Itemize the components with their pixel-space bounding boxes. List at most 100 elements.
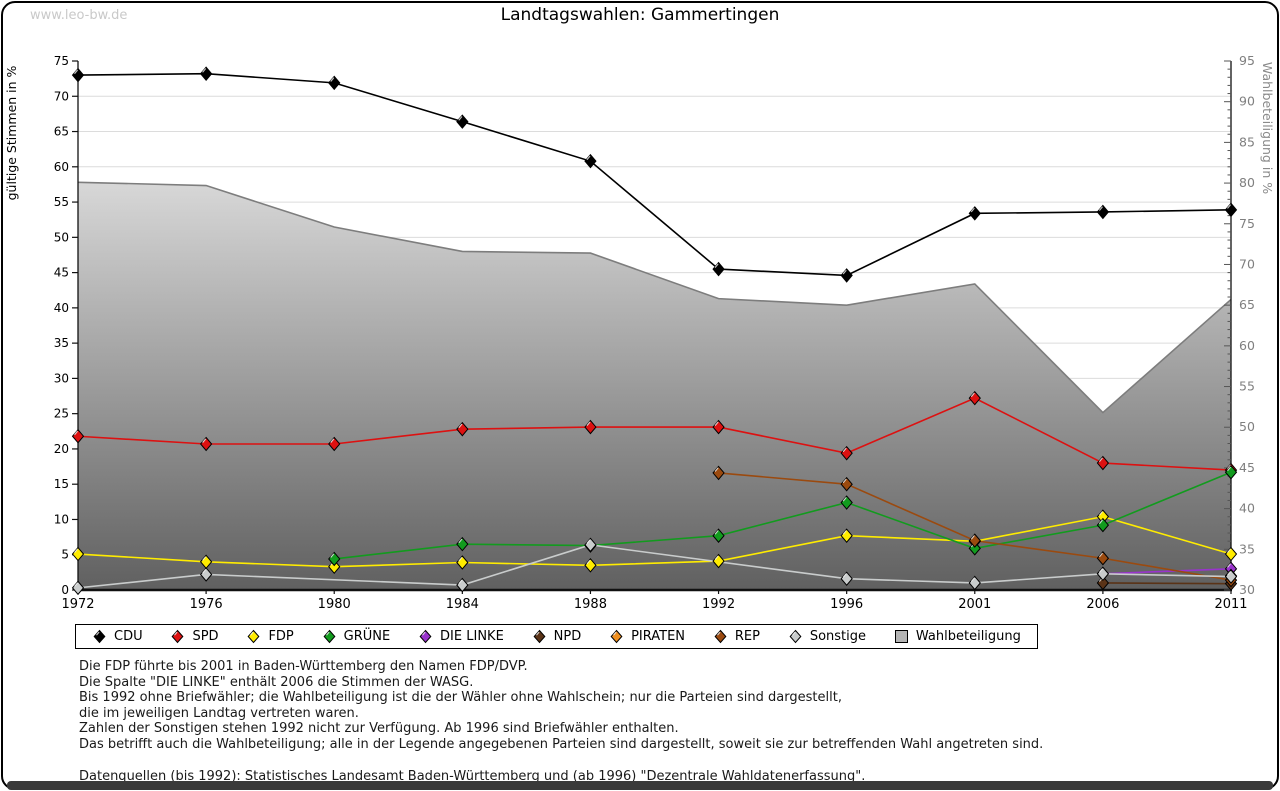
- svg-text:90: 90: [1239, 94, 1255, 109]
- chart-legend: CDU SPD FDP GRÜNE DIE LINKE NPD PIRATEN REP Sons…: [75, 624, 1038, 649]
- chart-title: Landtagswahlen: Gammertingen: [500, 5, 780, 25]
- line-gr-ne: [334, 471, 1232, 560]
- svg-text:10: 10: [54, 512, 69, 526]
- marker-cdu: [1224, 202, 1238, 218]
- die-linke-marker-icon: [419, 629, 432, 644]
- marker-cdu: [71, 67, 85, 83]
- marker-cdu: [1096, 204, 1110, 220]
- footnote-line: Bis 1992 ohne Briefwähler; die Wahlbetei…: [79, 690, 842, 706]
- svg-text:45: 45: [54, 266, 69, 280]
- svg-text:1996: 1996: [830, 597, 863, 612]
- right-axis-title: Wahlbeteiligung in %: [1260, 62, 1275, 194]
- footnote-line: Die Spalte "DIE LINKE" enthält 2006 die …: [79, 674, 474, 690]
- party-markers: [71, 66, 1238, 596]
- svg-text:40: 40: [54, 301, 69, 315]
- legend-label: NPD: [553, 629, 582, 644]
- election-line-chart: 0 5 10 15 20 25 30 35 40 45 50 55 60 65 70 75 30 35 40 45 50…: [4, 53, 1275, 612]
- svg-text:75: 75: [54, 54, 69, 68]
- svg-text:30: 30: [1239, 582, 1255, 597]
- line-die-linke: [1102, 568, 1232, 575]
- legend-item-rep: REP: [713, 629, 760, 644]
- legend-item-fdp: FDP: [246, 629, 294, 644]
- legend-item-spd: SPD: [170, 629, 219, 644]
- marker-cdu: [456, 114, 469, 129]
- marker-cdu: [328, 75, 341, 91]
- marker-cdu: [199, 66, 213, 81]
- footnote-line: die im jeweiligen Landtag vertreten ware…: [79, 705, 359, 721]
- sonstige-marker-icon: [789, 629, 802, 644]
- legend-label: GRÜNE: [343, 629, 391, 644]
- footnote-line: Die FDP führte bis 2001 in Baden-Württem…: [79, 659, 528, 674]
- svg-text:1984: 1984: [446, 597, 479, 612]
- legend-label: SPD: [192, 629, 219, 644]
- svg-text:60: 60: [1239, 338, 1255, 353]
- fdp-marker-icon: [247, 629, 260, 644]
- legend-item-die-linke: DIE LINKE: [418, 629, 504, 644]
- legend-label: PIRATEN: [631, 629, 686, 644]
- svg-text:2001: 2001: [958, 597, 991, 612]
- svg-text:25: 25: [54, 407, 69, 421]
- gr-ne-marker-icon: [323, 629, 336, 644]
- svg-text:65: 65: [1239, 297, 1255, 312]
- cdu-marker-icon: [93, 629, 106, 644]
- svg-text:1976: 1976: [190, 597, 223, 612]
- legend-item-npd: NPD: [532, 629, 582, 644]
- svg-text:35: 35: [1239, 541, 1255, 556]
- svg-text:1992: 1992: [702, 597, 735, 612]
- svg-text:45: 45: [1239, 460, 1255, 475]
- footnote-line: Das betrifft auch die Wahlbeteiligung; a…: [79, 736, 1044, 752]
- svg-text:2006: 2006: [1086, 597, 1119, 612]
- legend-item-wahlbeteiligung: Wahlbeteiligung: [894, 629, 1021, 644]
- svg-text:70: 70: [1239, 256, 1255, 271]
- line-npd: [1102, 582, 1232, 585]
- svg-text:55: 55: [1239, 379, 1255, 394]
- legend-item-sonstige: Sonstige: [788, 629, 866, 644]
- marker-cdu: [968, 206, 981, 221]
- legend-item-piraten: PIRATEN: [609, 629, 685, 644]
- spd-marker-icon: [172, 629, 184, 644]
- turnout-area-series: [77, 181, 1232, 591]
- npd-marker-icon: [533, 629, 546, 644]
- axes: 0 5 10 15 20 25 30 35 40 45 50 55 60 65 70 75 30 35 40 45 50…: [4, 53, 1275, 612]
- legend-label: REP: [734, 629, 760, 644]
- line-cdu: [77, 72, 1232, 277]
- svg-text:50: 50: [54, 230, 69, 244]
- svg-text:50: 50: [1239, 419, 1255, 434]
- footnotes-block: Die FDP führte bis 2001 in Baden-Württem…: [79, 659, 1043, 784]
- svg-text:5: 5: [61, 548, 69, 562]
- legend-label: DIE LINKE: [440, 629, 504, 644]
- legend-label: CDU: [114, 629, 143, 644]
- left-axis-title: gültige Stimmen in %: [4, 65, 19, 200]
- svg-text:95: 95: [1239, 53, 1255, 68]
- svg-text:80: 80: [1239, 175, 1255, 190]
- svg-text:1980: 1980: [318, 597, 351, 612]
- marker-cdu: [584, 153, 597, 169]
- svg-text:75: 75: [1239, 216, 1255, 231]
- svg-text:35: 35: [54, 336, 69, 350]
- legend-label: Sonstige: [809, 629, 867, 644]
- legend-item-cdu: CDU: [92, 629, 143, 644]
- footnote-line: Zahlen der Sonstigen stehen 1992 nicht z…: [79, 721, 679, 737]
- legend-label: Wahlbeteiligung: [915, 629, 1021, 644]
- svg-text:1988: 1988: [574, 597, 607, 612]
- svg-text:85: 85: [1239, 134, 1255, 149]
- svg-text:60: 60: [54, 160, 69, 174]
- legend-label: FDP: [268, 629, 294, 644]
- svg-text:1972: 1972: [61, 597, 94, 612]
- line-spd: [77, 397, 1232, 471]
- svg-text:20: 20: [54, 442, 69, 456]
- svg-text:30: 30: [54, 371, 69, 385]
- watermark: www.leo-bw.de: [30, 8, 128, 23]
- line-fdp: [77, 515, 1232, 568]
- wahlbeteiligung-marker-icon: [894, 630, 908, 643]
- marker-cdu: [712, 261, 725, 277]
- legend-item-gr-ne: GRÜNE: [322, 629, 391, 644]
- window-bottom-edge: [7, 781, 1273, 790]
- svg-text:0: 0: [61, 583, 69, 597]
- svg-text:2011: 2011: [1214, 597, 1247, 612]
- piraten-marker-icon: [610, 629, 623, 644]
- rep-marker-icon: [714, 629, 727, 644]
- marker-cdu: [840, 268, 853, 283]
- svg-text:65: 65: [54, 125, 69, 139]
- svg-text:70: 70: [54, 89, 69, 103]
